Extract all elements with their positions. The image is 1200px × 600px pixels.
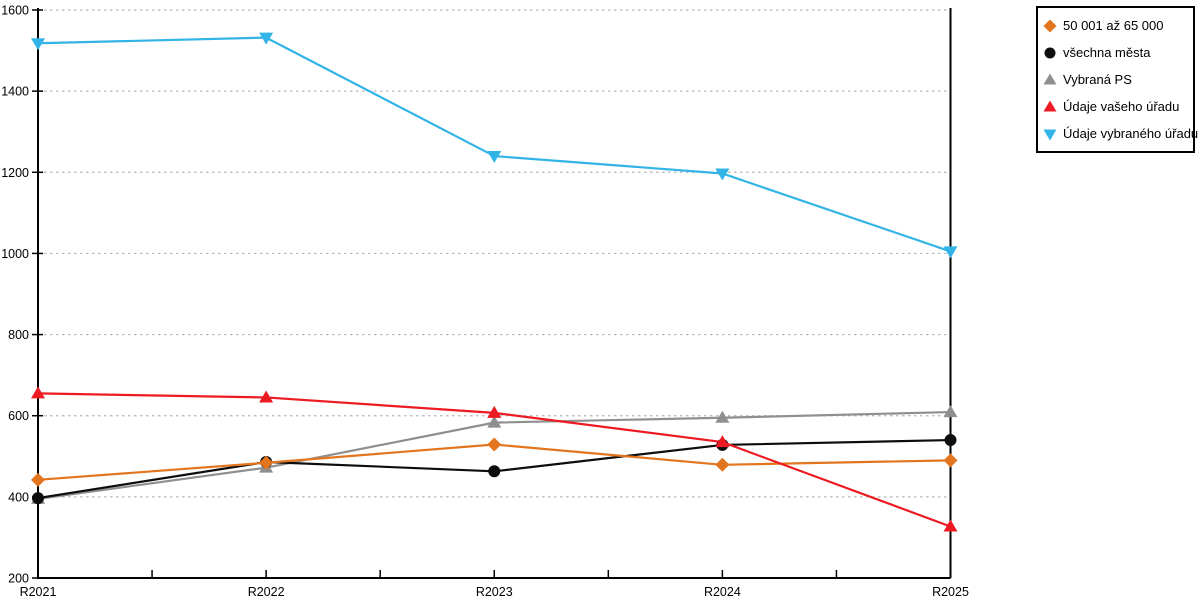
y-tick-label: 600 <box>8 409 29 423</box>
x-tick-label: R2025 <box>932 585 969 599</box>
legend-item: Údaje vybraného úřadu <box>1042 122 1198 146</box>
y-tick-label: 400 <box>8 490 29 504</box>
y-tick-label: 1600 <box>1 4 29 18</box>
data-point-marker <box>1043 129 1057 140</box>
legend-label: Údaje vybraného úřadu <box>1063 126 1199 141</box>
data-point-marker <box>715 435 730 448</box>
data-point-marker <box>943 246 958 259</box>
y-tick-label: 1200 <box>1 166 29 180</box>
data-point-marker <box>487 415 502 428</box>
legend-swatch <box>1043 19 1057 32</box>
series-line <box>37 36 951 253</box>
data-point-marker <box>31 38 45 51</box>
y-tick-label: 1400 <box>1 85 29 99</box>
legend-label: všechna města <box>1063 45 1151 60</box>
data-point-marker <box>487 405 502 418</box>
data-point-marker <box>259 455 274 470</box>
legend-item: Údaje vašeho úřadu <box>1042 95 1189 119</box>
legend-label: 50 001 až 65 000 <box>1063 18 1164 33</box>
data-point-marker <box>1043 73 1057 84</box>
data-point-marker <box>488 465 501 478</box>
data-point-marker <box>259 32 274 45</box>
data-point-marker <box>31 386 45 399</box>
legend: 50 001 až 65 000 všechna města Vybraná P… <box>1036 6 1198 153</box>
y-tick-label: 1000 <box>1 247 29 261</box>
data-point-marker <box>715 457 730 472</box>
legend-marker-diamond-icon <box>1042 19 1058 33</box>
data-point-marker <box>715 410 730 423</box>
data-point-marker <box>1044 47 1056 58</box>
data-point-marker <box>259 390 274 403</box>
legend-item: 50 001 až 65 000 <box>1042 14 1189 38</box>
legend-marker-triangle-up-icon <box>1042 100 1058 114</box>
data-point-marker <box>31 472 45 487</box>
legend-marker-triangle-down-icon <box>1042 127 1058 141</box>
data-point-marker <box>1043 100 1057 111</box>
legend-swatch <box>1043 129 1057 140</box>
legend-swatch <box>1043 100 1057 111</box>
data-point-marker <box>715 168 730 181</box>
data-point-marker <box>487 151 502 164</box>
legend-swatch <box>1043 73 1057 84</box>
x-tick-label: R2021 <box>20 585 57 599</box>
legend-marker-triangle-up-icon <box>1042 73 1058 87</box>
x-tick-label: R2022 <box>248 585 285 599</box>
x-tick-label: R2023 <box>476 585 513 599</box>
legend-item: všechna města <box>1042 41 1189 65</box>
x-tick-label: R2024 <box>704 585 741 599</box>
data-point-marker <box>943 453 958 468</box>
y-tick-label: 200 <box>8 572 29 586</box>
data-point-marker <box>487 437 502 452</box>
y-tick-label: 800 <box>8 328 29 342</box>
data-point-marker <box>943 405 958 418</box>
data-point-marker <box>1043 19 1057 32</box>
legend-label: Vybraná PS <box>1063 72 1132 87</box>
data-point-marker <box>943 519 958 532</box>
data-point-marker <box>32 492 44 505</box>
legend-label: Údaje vašeho úřadu <box>1063 99 1180 114</box>
legend-swatch <box>1044 47 1056 58</box>
legend-item: Vybraná PS <box>1042 68 1189 92</box>
data-point-marker <box>944 434 957 447</box>
legend-marker-circle-icon <box>1042 46 1058 60</box>
